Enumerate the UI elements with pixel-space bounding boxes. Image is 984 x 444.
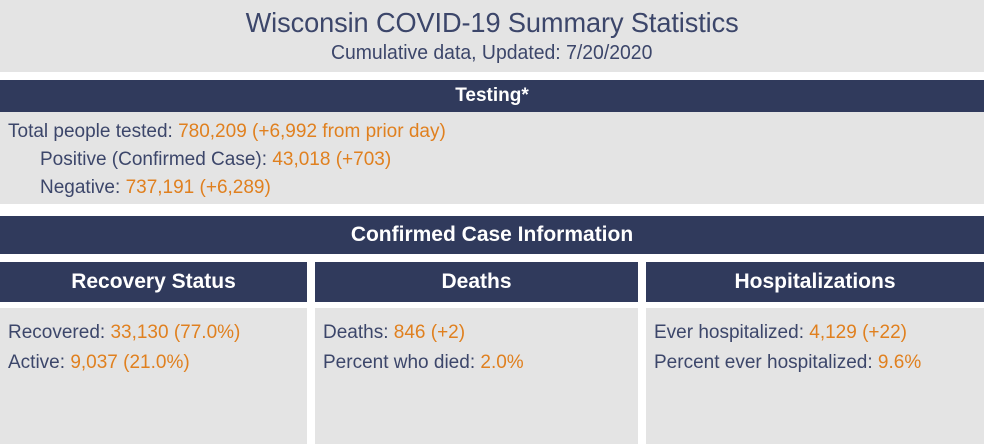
column-recovery-status: Recovery Status Recovered: 33,130 (77.0%… [0,262,307,444]
stat-row-recovered: Recovered: 33,130 (77.0%) [8,318,307,348]
stat-label-positive: Positive (Confirmed Case): [40,149,268,170]
stat-value-positive: 43,018 (+703) [272,149,392,170]
stat-row-percent-ever-hospitalized: Percent ever hospitalized: 9.6% [654,348,984,378]
confirmed-case-columns: Recovery Status Recovered: 33,130 (77.0%… [0,262,984,444]
page-title: Wisconsin COVID-19 Summary Statistics [245,7,739,39]
stat-row-active: Active: 9,037 (21.0%) [8,348,307,378]
stat-label-percent-died: Percent who died: [323,352,476,373]
column-header-deaths: Deaths [315,262,638,302]
stat-label-percent-ever-hospitalized: Percent ever hospitalized: [654,352,873,373]
stat-label-active: Active: [8,352,66,373]
section-header-confirmed-case-information: Confirmed Case Information [0,216,984,254]
stat-value-active: 9,037 (21.0%) [70,352,190,373]
stat-value-percent-died: 2.0% [480,352,524,373]
column-body-recovery-status: Recovered: 33,130 (77.0%) Active: 9,037 … [0,308,307,444]
stat-label-total-tested: Total people tested: [8,121,173,142]
stat-value-ever-hospitalized: 4,129 (+22) [809,322,907,343]
dashboard-title-block: Wisconsin COVID-19 Summary Statistics Cu… [0,0,984,72]
stat-row-negative: Negative: 737,191 (+6,289) [0,174,984,202]
section-header-testing-label: Testing* [455,85,529,106]
stat-label-ever-hospitalized: Ever hospitalized: [654,322,804,343]
column-divider-2 [638,262,646,444]
testing-panel: Total people tested: 780,209 (+6,992 fro… [0,112,984,204]
stat-row-deaths: Deaths: 846 (+2) [323,318,638,348]
stat-value-recovered: 33,130 (77.0%) [110,322,241,343]
column-body-deaths: Deaths: 846 (+2) Percent who died: 2.0% [315,308,638,444]
stat-label-negative: Negative: [40,177,121,198]
stat-row-positive: Positive (Confirmed Case): 43,018 (+703) [0,146,984,174]
column-divider-1 [307,262,315,444]
stat-value-negative: 737,191 (+6,289) [125,177,271,198]
stat-value-total-tested: 780,209 (+6,992 from prior day) [178,121,446,142]
stat-row-percent-died: Percent who died: 2.0% [323,348,638,378]
column-deaths: Deaths Deaths: 846 (+2) Percent who died… [315,262,638,444]
stat-value-percent-ever-hospitalized: 9.6% [877,352,922,373]
page-subtitle: Cumulative data, Updated: 7/20/2020 [331,41,653,64]
stat-row-total-tested: Total people tested: 780,209 (+6,992 fro… [0,118,984,146]
column-header-recovery-status: Recovery Status [0,262,307,302]
column-hospitalizations: Hospitalizations Ever hospitalized: 4,12… [646,262,984,444]
column-body-hospitalizations: Ever hospitalized: 4,129 (+22) Percent e… [646,308,984,444]
section-header-testing: Testing* [0,80,984,112]
stat-label-recovered: Recovered: [8,322,106,343]
stat-label-deaths: Deaths: [323,322,389,343]
column-header-hospitalizations: Hospitalizations [646,262,984,302]
stat-value-deaths: 846 (+2) [393,322,466,343]
stat-row-ever-hospitalized: Ever hospitalized: 4,129 (+22) [654,318,984,348]
section-header-confirmed-label: Confirmed Case Information [350,223,634,246]
